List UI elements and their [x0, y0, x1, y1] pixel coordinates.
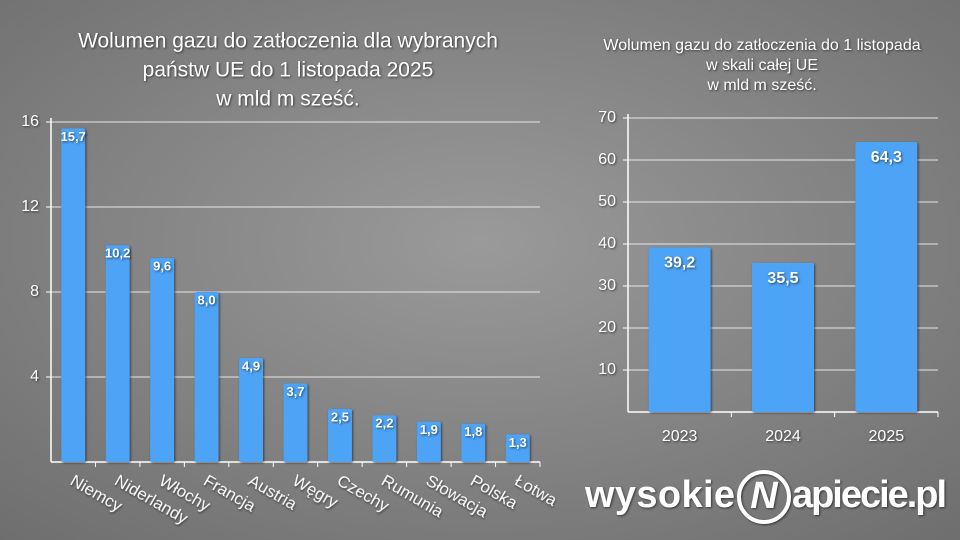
y-tick-label: 70: [598, 109, 616, 126]
bar: [61, 128, 86, 462]
bar: [505, 434, 530, 462]
bar: [239, 357, 264, 462]
y-tick-label: 16: [21, 113, 39, 130]
value-label: 8,0: [198, 292, 216, 307]
value-label: 9,6: [153, 258, 171, 273]
value-label: 64,3: [871, 149, 902, 166]
chart-title: w mld m sześć.: [215, 88, 360, 111]
bar: [150, 258, 175, 462]
logo-mark: N: [750, 475, 779, 517]
value-label: 1,8: [464, 424, 482, 439]
logo-right: apiecie.pl: [792, 474, 947, 516]
x-tick-label: 2025: [869, 428, 905, 445]
logo-ring: [737, 470, 791, 524]
bar: [372, 415, 397, 462]
y-tick-label: 60: [598, 151, 616, 168]
chart-title: Wolumen gazu do zatłoczenia dla wybranyc…: [78, 30, 498, 53]
y-tick-label: 40: [598, 235, 616, 252]
value-label: 4,9: [242, 358, 260, 373]
y-tick-label: 4: [30, 368, 39, 385]
bar: [105, 245, 130, 462]
value-label: 2,2: [375, 416, 393, 431]
value-label: 35,5: [767, 270, 798, 287]
y-tick-label: 10: [598, 361, 616, 378]
chart: Wolumen gazu do zatłoczenia do 1 listopa…: [598, 37, 939, 445]
chart-title: państw UE do 1 listopada 2025: [143, 59, 434, 82]
y-tick-label: 50: [598, 193, 616, 210]
value-label: 1,9: [420, 422, 438, 437]
chart-title: w mld m sześć.: [706, 77, 816, 94]
chart: Wolumen gazu do zatłoczenia dla wybranyc…: [21, 30, 561, 529]
value-label: 2,5: [331, 409, 349, 424]
bar: [855, 141, 918, 412]
bar: [327, 408, 352, 462]
x-tick-label: 2024: [765, 428, 801, 445]
logo: wysokie N apiecie.pl: [584, 470, 947, 524]
y-tick-label: 20: [598, 319, 616, 336]
value-label: 1,3: [509, 435, 527, 450]
x-tick-label: 2023: [662, 428, 698, 445]
value-label: 15,7: [61, 129, 86, 144]
logo-left: wysokie: [584, 474, 735, 516]
bar: [648, 247, 711, 412]
bar: [283, 383, 308, 462]
y-tick-label: 8: [30, 283, 39, 300]
bar: [752, 262, 814, 412]
value-label: 3,7: [286, 384, 304, 399]
chart-title: Wolumen gazu do zatłoczenia do 1 listopa…: [603, 37, 920, 54]
value-label: 39,2: [664, 255, 695, 272]
y-tick-label: 30: [598, 277, 616, 294]
bar: [194, 292, 219, 462]
value-label: 10,2: [105, 246, 130, 261]
bar: [461, 423, 486, 462]
y-tick-label: 12: [21, 198, 39, 215]
bar: [416, 421, 441, 462]
chart-title: w skali całej UE: [705, 57, 818, 74]
